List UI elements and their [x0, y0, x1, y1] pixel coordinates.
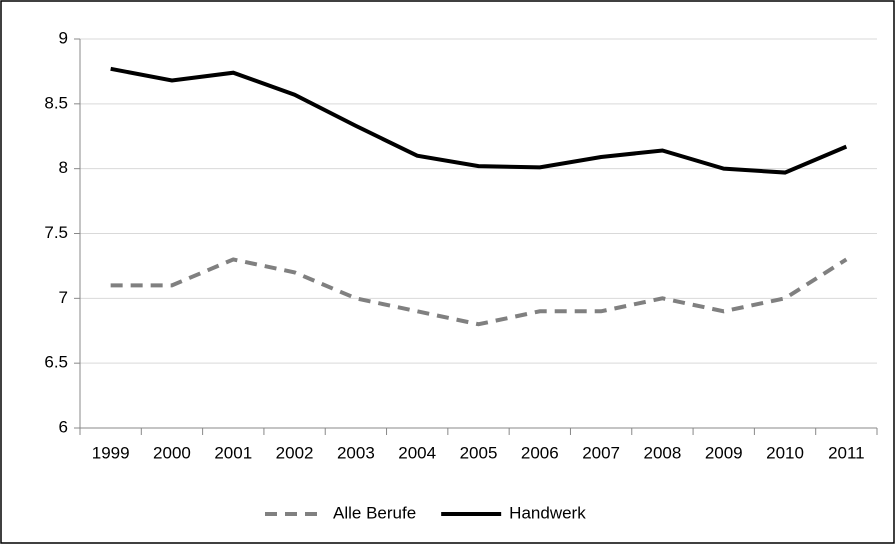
x-tick-label: 2011 — [828, 443, 865, 462]
y-tick-label: 6 — [59, 417, 68, 436]
x-tick-label: 2002 — [276, 443, 314, 462]
y-tick-label: 6.5 — [44, 353, 68, 372]
x-tick-label: 2003 — [337, 443, 375, 462]
x-tick-label: 2007 — [582, 443, 620, 462]
x-tick-label: 2009 — [705, 443, 743, 462]
y-tick-label: 8.5 — [44, 93, 68, 112]
legend-label: Alle Berufe — [333, 503, 416, 522]
series-line — [110, 257, 848, 327]
x-tick-label: 2000 — [153, 443, 191, 462]
legend-label: Handwerk — [509, 503, 586, 522]
x-tick-label: 2008 — [644, 443, 682, 462]
y-tick-label: 7 — [59, 288, 68, 307]
x-tick-label: 1999 — [92, 443, 130, 462]
x-tick-label: 2005 — [460, 443, 498, 462]
y-tick-label: 8 — [59, 158, 68, 177]
y-tick-label: 9 — [59, 28, 68, 47]
x-tick-label: 2010 — [766, 443, 804, 462]
x-tick-label: 2001 — [214, 443, 252, 462]
series-line — [110, 66, 848, 175]
x-tick-label: 2004 — [398, 443, 436, 462]
x-tick-label: 2006 — [521, 443, 559, 462]
y-tick-label: 7.5 — [44, 223, 68, 242]
